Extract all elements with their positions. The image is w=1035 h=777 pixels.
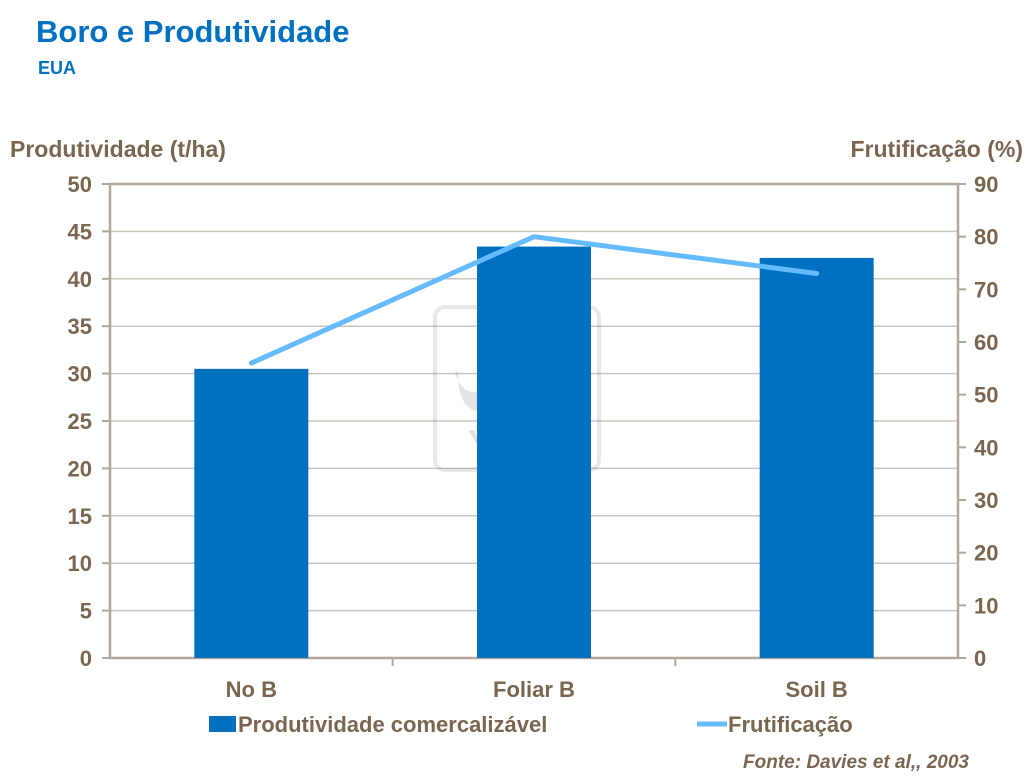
page-title: Boro e Produtividade [36,14,350,49]
y2-tick-label: 20 [974,541,998,566]
y2-tick-label: 90 [974,172,998,197]
x-tick-label: Soil B [785,677,847,702]
bar-no-b [194,368,309,658]
bar-soil-b [759,257,874,658]
y-tick-label: 45 [68,219,92,244]
y2-tick-label: 80 [974,225,998,250]
y2-tick-label: 50 [974,383,998,408]
y-tick-label: 40 [68,267,92,292]
y-axis-label-left: Produtividade (t/ha) [10,136,226,162]
y2-tick-label: 60 [974,330,998,355]
legend-swatch-bar [209,716,236,732]
y2-tick-label: 30 [974,488,998,513]
y-tick-label: 50 [68,172,92,197]
y-tick-label: 0 [80,646,92,671]
y-tick-label: 5 [80,599,92,624]
x-tick-label: No B [226,677,277,702]
legend-label-bar: Produtividade comercalizável [238,712,547,737]
y-tick-label: 25 [68,409,92,434]
bar-foliar-b [477,246,591,658]
y-tick-label: 35 [68,314,92,339]
y-axis-label-right: Frutificação (%) [850,136,1023,162]
source-note: Fonte: Davies et al,, 2003 [743,752,969,773]
page-subtitle: EUA [38,58,77,78]
y-tick-label: 10 [68,551,92,576]
y-tick-label: 15 [68,504,92,529]
y2-tick-label: 40 [974,435,998,460]
y2-tick-label: 0 [974,646,986,671]
legend-label-line: Frutificação [728,712,853,737]
y2-tick-label: 10 [974,593,998,618]
x-tick-label: Foliar B [493,677,575,702]
y2-tick-label: 70 [974,277,998,302]
y-tick-label: 30 [68,362,92,387]
y-tick-label: 20 [68,456,92,481]
